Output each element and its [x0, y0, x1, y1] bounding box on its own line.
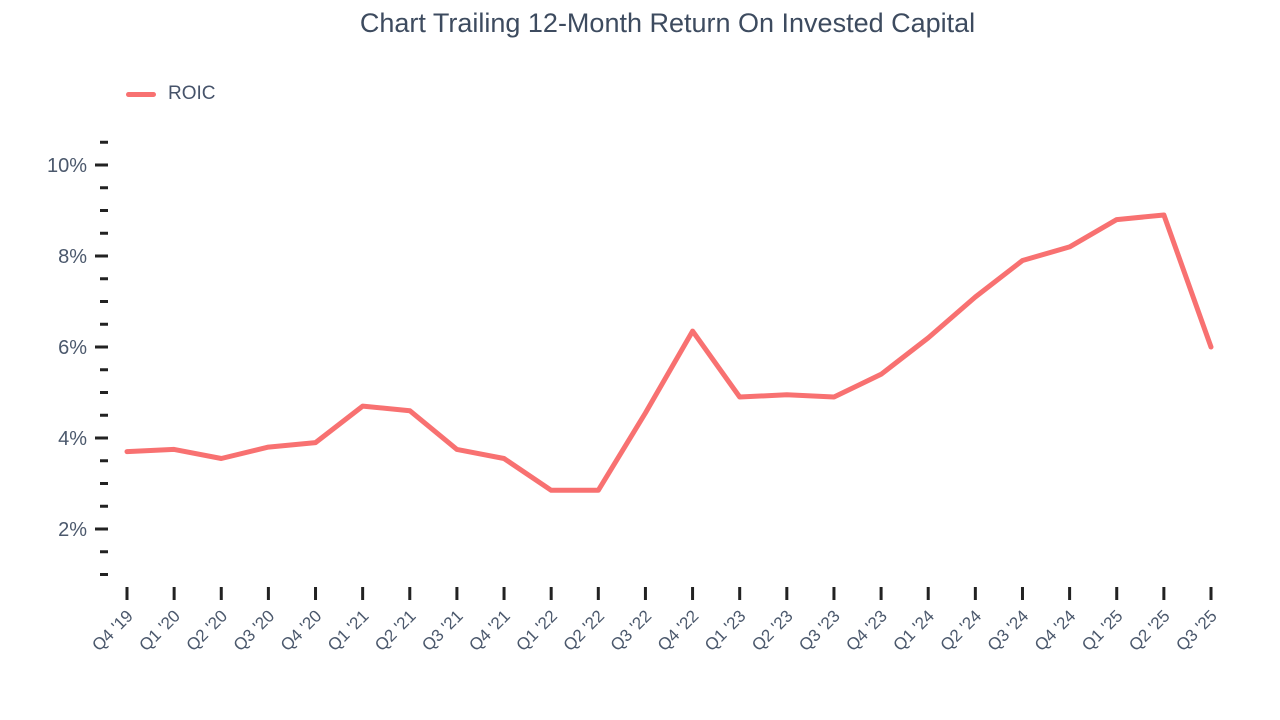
y-axis-label: 4% — [58, 428, 87, 450]
x-axis-label: Q3 '22 — [607, 606, 655, 654]
y-axis-label: 8% — [58, 246, 87, 268]
x-axis-label: Q2 '20 — [183, 606, 231, 654]
x-axis-label: Q1 '23 — [701, 606, 749, 654]
x-axis-label: Q3 '21 — [418, 606, 466, 654]
legend-line-swatch — [126, 91, 156, 97]
x-axis-label: Q1 '20 — [135, 606, 183, 654]
x-axis-label: Q4 '22 — [654, 606, 702, 654]
legend: ROIC — [126, 83, 216, 105]
x-axis-label: Q2 '23 — [748, 606, 796, 654]
x-axis-label: Q4 '24 — [1031, 606, 1079, 654]
x-axis-label: Q4 '20 — [277, 606, 325, 654]
x-axis-label: Q3 '20 — [230, 606, 278, 654]
legend-label: ROIC — [168, 83, 216, 104]
x-axis-label: Q2 '21 — [371, 606, 419, 654]
x-axis-label: Q3 '23 — [795, 606, 843, 654]
x-axis-label: Q1 '25 — [1078, 606, 1126, 654]
y-axis-label: 2% — [58, 519, 87, 541]
x-axis-label: Q2 '22 — [560, 606, 608, 654]
x-axis-label: Q3 '24 — [984, 606, 1032, 654]
x-axis-label: Q3 '25 — [1172, 606, 1220, 654]
roic-series-line — [124, 212, 1214, 493]
x-axis-label: Q2 '24 — [937, 606, 985, 654]
y-axis-label: 6% — [58, 337, 87, 359]
x-axis-label: Q4 '23 — [842, 606, 890, 654]
x-axis-label: Q4 '21 — [465, 606, 513, 654]
chart-title: Chart Trailing 12-Month Return On Invest… — [359, 8, 976, 38]
x-axis-label: Q1 '24 — [890, 606, 938, 654]
x-axis-label: Q1 '21 — [324, 606, 372, 654]
y-axis-label: 10% — [47, 155, 87, 177]
x-axis-label: Q2 '25 — [1125, 606, 1173, 654]
x-axis-label: Q1 '22 — [513, 606, 561, 654]
x-axis-label: Q4 '19 — [88, 606, 136, 654]
